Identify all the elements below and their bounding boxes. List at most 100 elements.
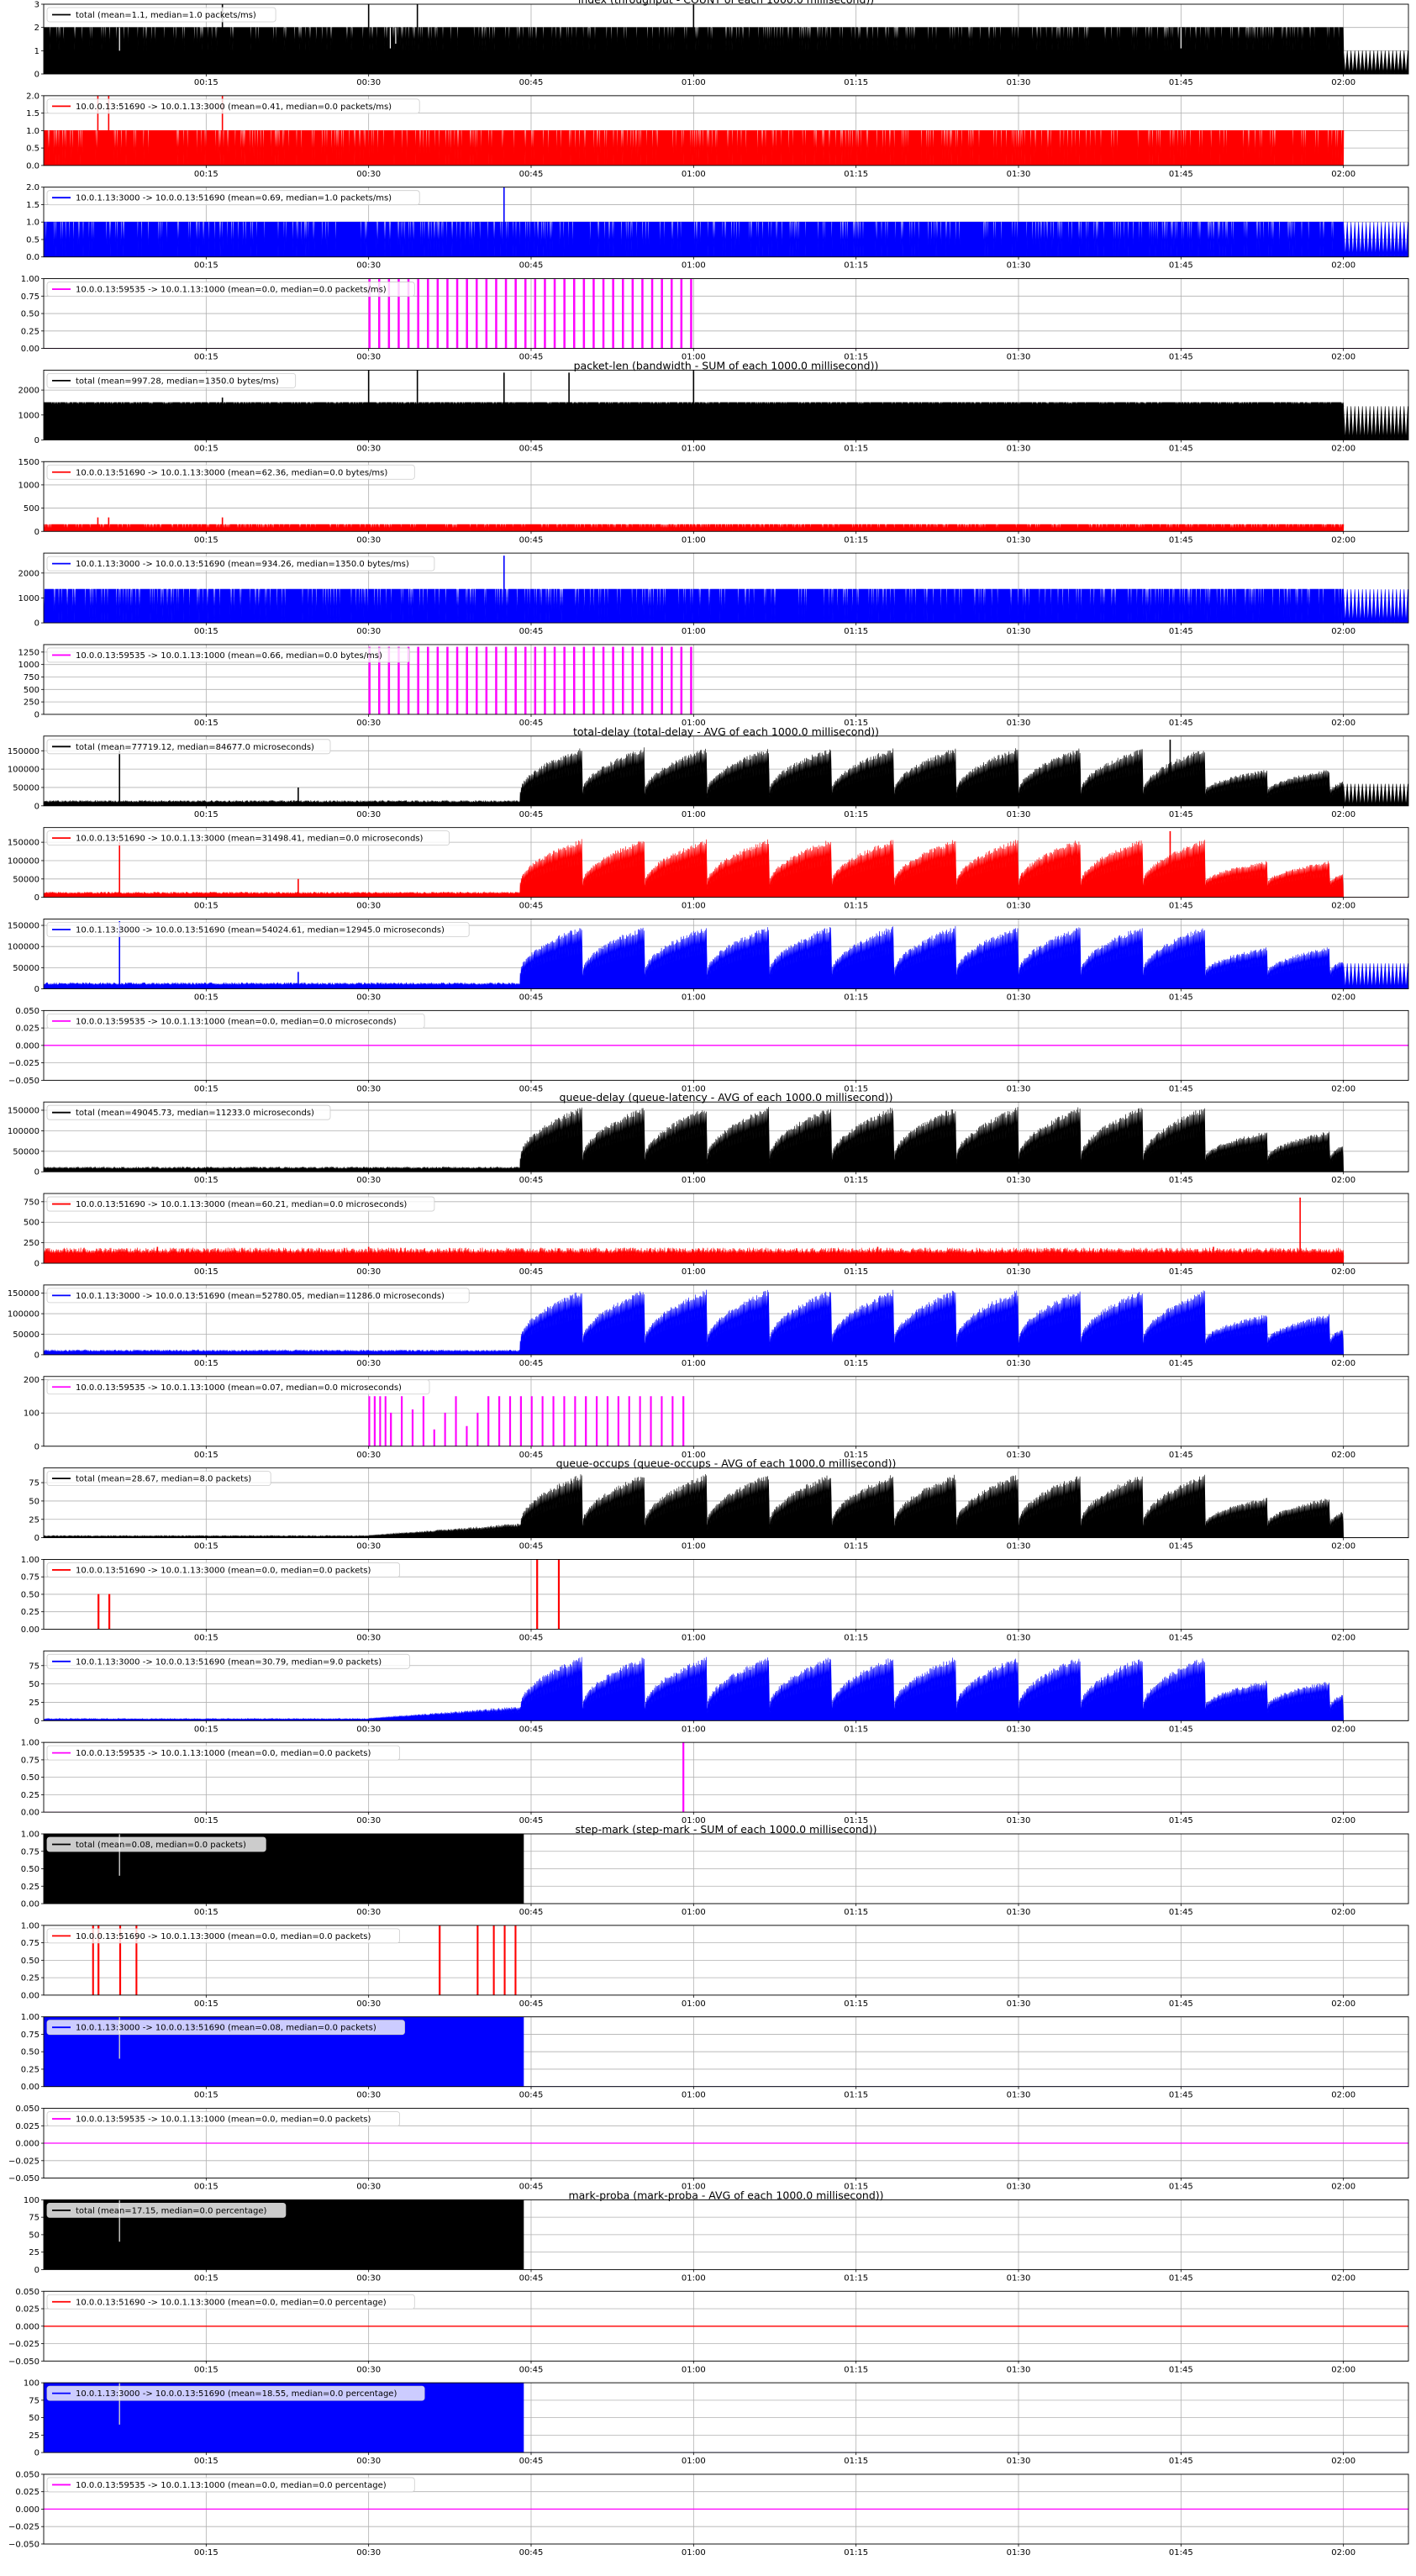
x-tick-label: 00:45 [519,1633,544,1642]
x-tick-label: 02:00 [1331,1084,1355,1093]
y-tick-label: 750 [24,673,39,682]
x-tick-label: 02:00 [1331,2457,1355,2466]
legend-label: total (mean=49045.73, median=11233.0 mic… [76,1109,314,1118]
x-tick-label: 02:00 [1331,902,1355,911]
y-tick-label: 0.25 [21,1608,39,1617]
x-tick-label: 01:15 [844,1267,868,1277]
x-tick-label: 00:15 [194,1176,218,1185]
y-tick-label: 0.0 [26,161,39,171]
x-tick-label: 00:30 [356,261,381,271]
legend-label: total (mean=997.28, median=1350.0 bytes/… [76,377,279,386]
y-tick-label: 150000 [8,1289,39,1299]
y-tick-label: 250 [24,698,39,708]
y-tick-label: 0 [34,1442,39,1451]
y-tick-label: 100000 [8,1127,39,1136]
x-tick-label: 01:00 [682,535,706,545]
x-tick-label: 00:15 [194,993,218,1003]
series-total-area [44,402,1408,440]
x-tick-label: 00:15 [194,2183,218,2192]
legend-label: 10.0.0.13:51690 -> 10.0.1.13:3000 (mean=… [76,1932,371,1941]
x-tick-label: 01:15 [844,261,868,271]
legend-label: 10.0.1.13:3000 -> 10.0.0.13:51690 (mean=… [76,2024,376,2033]
legend-box [46,1653,410,1669]
legend-box [46,1836,266,1852]
panel-4-2: 00:15 00:30 00:45 01:00 01:15 01:30 01:45 02:00… [29,1650,1409,1734]
panel-5-1: 00:15 00:30 00:45 01:00 01:15 01:30 01:45 02:00… [21,1921,1409,2009]
y-tick-label: 100 [24,2379,39,2389]
x-tick-label: 01:00 [682,1908,706,1917]
panel-2-0: total-delay (total-delay - AVG of each 1… [8,725,1409,819]
x-tick-label: 02:00 [1331,1908,1355,1917]
x-tick-label: 00:30 [356,2548,381,2558]
y-tick-label: 75 [29,2214,39,2223]
x-tick-label: 01:45 [1169,2091,1193,2100]
y-tick-label: 0.75 [21,2031,39,2040]
y-tick-label: 50 [29,1680,39,1689]
x-tick-label: 00:45 [519,627,544,636]
y-tick-label: 500 [24,1219,39,1228]
x-tick-label: 02:00 [1331,1999,1355,2009]
x-tick-label: 00:30 [356,719,381,728]
series-flow2-area [44,221,1408,257]
y-tick-label: 2000 [18,569,39,578]
x-tick-label: 01:00 [682,1267,706,1277]
x-tick-label: 01:15 [844,353,868,362]
y-tick-label: 0 [34,528,39,537]
x-tick-label: 00:15 [194,1816,218,1825]
x-tick-label: 01:00 [682,627,706,636]
x-tick-label: 02:00 [1331,535,1355,545]
x-tick-label: 02:00 [1331,810,1355,819]
axes-frame [43,644,1409,715]
x-tick-label: 01:00 [682,444,706,453]
legend-box [46,372,297,388]
axes-frame [43,735,1409,807]
y-tick-label: −0.025 [8,1059,39,1068]
x-tick-label: 01:00 [682,2183,706,2192]
y-tick-label: 150000 [8,922,39,931]
x-tick-label: 01:30 [1007,2091,1031,2100]
x-tick-label: 00:45 [519,2273,544,2283]
x-tick-label: 00:30 [356,444,381,453]
panel-4-0: queue-occups (queue-occups - AVG of each… [29,1457,1409,1551]
x-tick-label: 01:30 [1007,170,1031,179]
legend-box [46,647,410,663]
legend-box [46,7,276,23]
y-tick-label: 500 [24,504,39,514]
y-tick-label: 1.00 [21,1831,39,1840]
panel-3-3: 00:15 00:30 00:45 01:00 01:15 01:30 01:45 02:00… [24,1376,1409,1460]
y-tick-label: 250 [24,1239,39,1248]
x-tick-label: 00:30 [356,1633,381,1642]
y-tick-label: 0.50 [21,1957,39,1966]
x-tick-label: 01:15 [844,719,868,728]
x-tick-label: 00:15 [194,810,218,819]
y-tick-label: 0 [34,71,39,80]
x-tick-label: 00:15 [194,2548,218,2558]
legend-box [46,98,420,114]
x-tick-label: 00:45 [519,719,544,728]
x-tick-label: 01:15 [844,1359,868,1368]
series-total-area [44,1106,1408,1172]
x-tick-label: 00:30 [356,810,381,819]
panel-1-3: 00:15 00:30 00:45 01:00 01:15 01:30 01:45 02:00… [18,644,1409,728]
x-tick-label: 00:30 [356,1908,381,1917]
y-tick-label: 0.25 [21,1791,39,1800]
legend-label: 10.0.0.13:59535 -> 10.0.1.13:1000 (mean=… [76,2481,387,2490]
panel-3-1: 00:15 00:30 00:45 01:00 01:15 01:30 01:45 02:00… [24,1193,1409,1277]
y-tick-label: 0.00 [21,2083,39,2092]
x-tick-label: 01:00 [682,1084,706,1093]
y-tick-label: 0 [34,2449,39,2458]
y-tick-label: 50 [29,2231,39,2240]
y-tick-label: 0.000 [15,1041,39,1051]
x-tick-label: 01:00 [682,78,706,87]
y-tick-label: 1000 [18,481,39,490]
x-tick-label: 01:45 [1169,2273,1193,2283]
x-tick-label: 01:30 [1007,1542,1031,1551]
legend-label: 10.0.0.13:51690 -> 10.0.1.13:3000 (mean=… [76,468,387,477]
x-tick-label: 01:45 [1169,535,1193,545]
y-tick-label: 0.025 [15,1025,39,1034]
x-tick-label: 01:45 [1169,810,1193,819]
legend-box [46,1013,425,1029]
axes-frame [43,827,1409,898]
y-tick-label: −0.050 [8,1077,39,1086]
